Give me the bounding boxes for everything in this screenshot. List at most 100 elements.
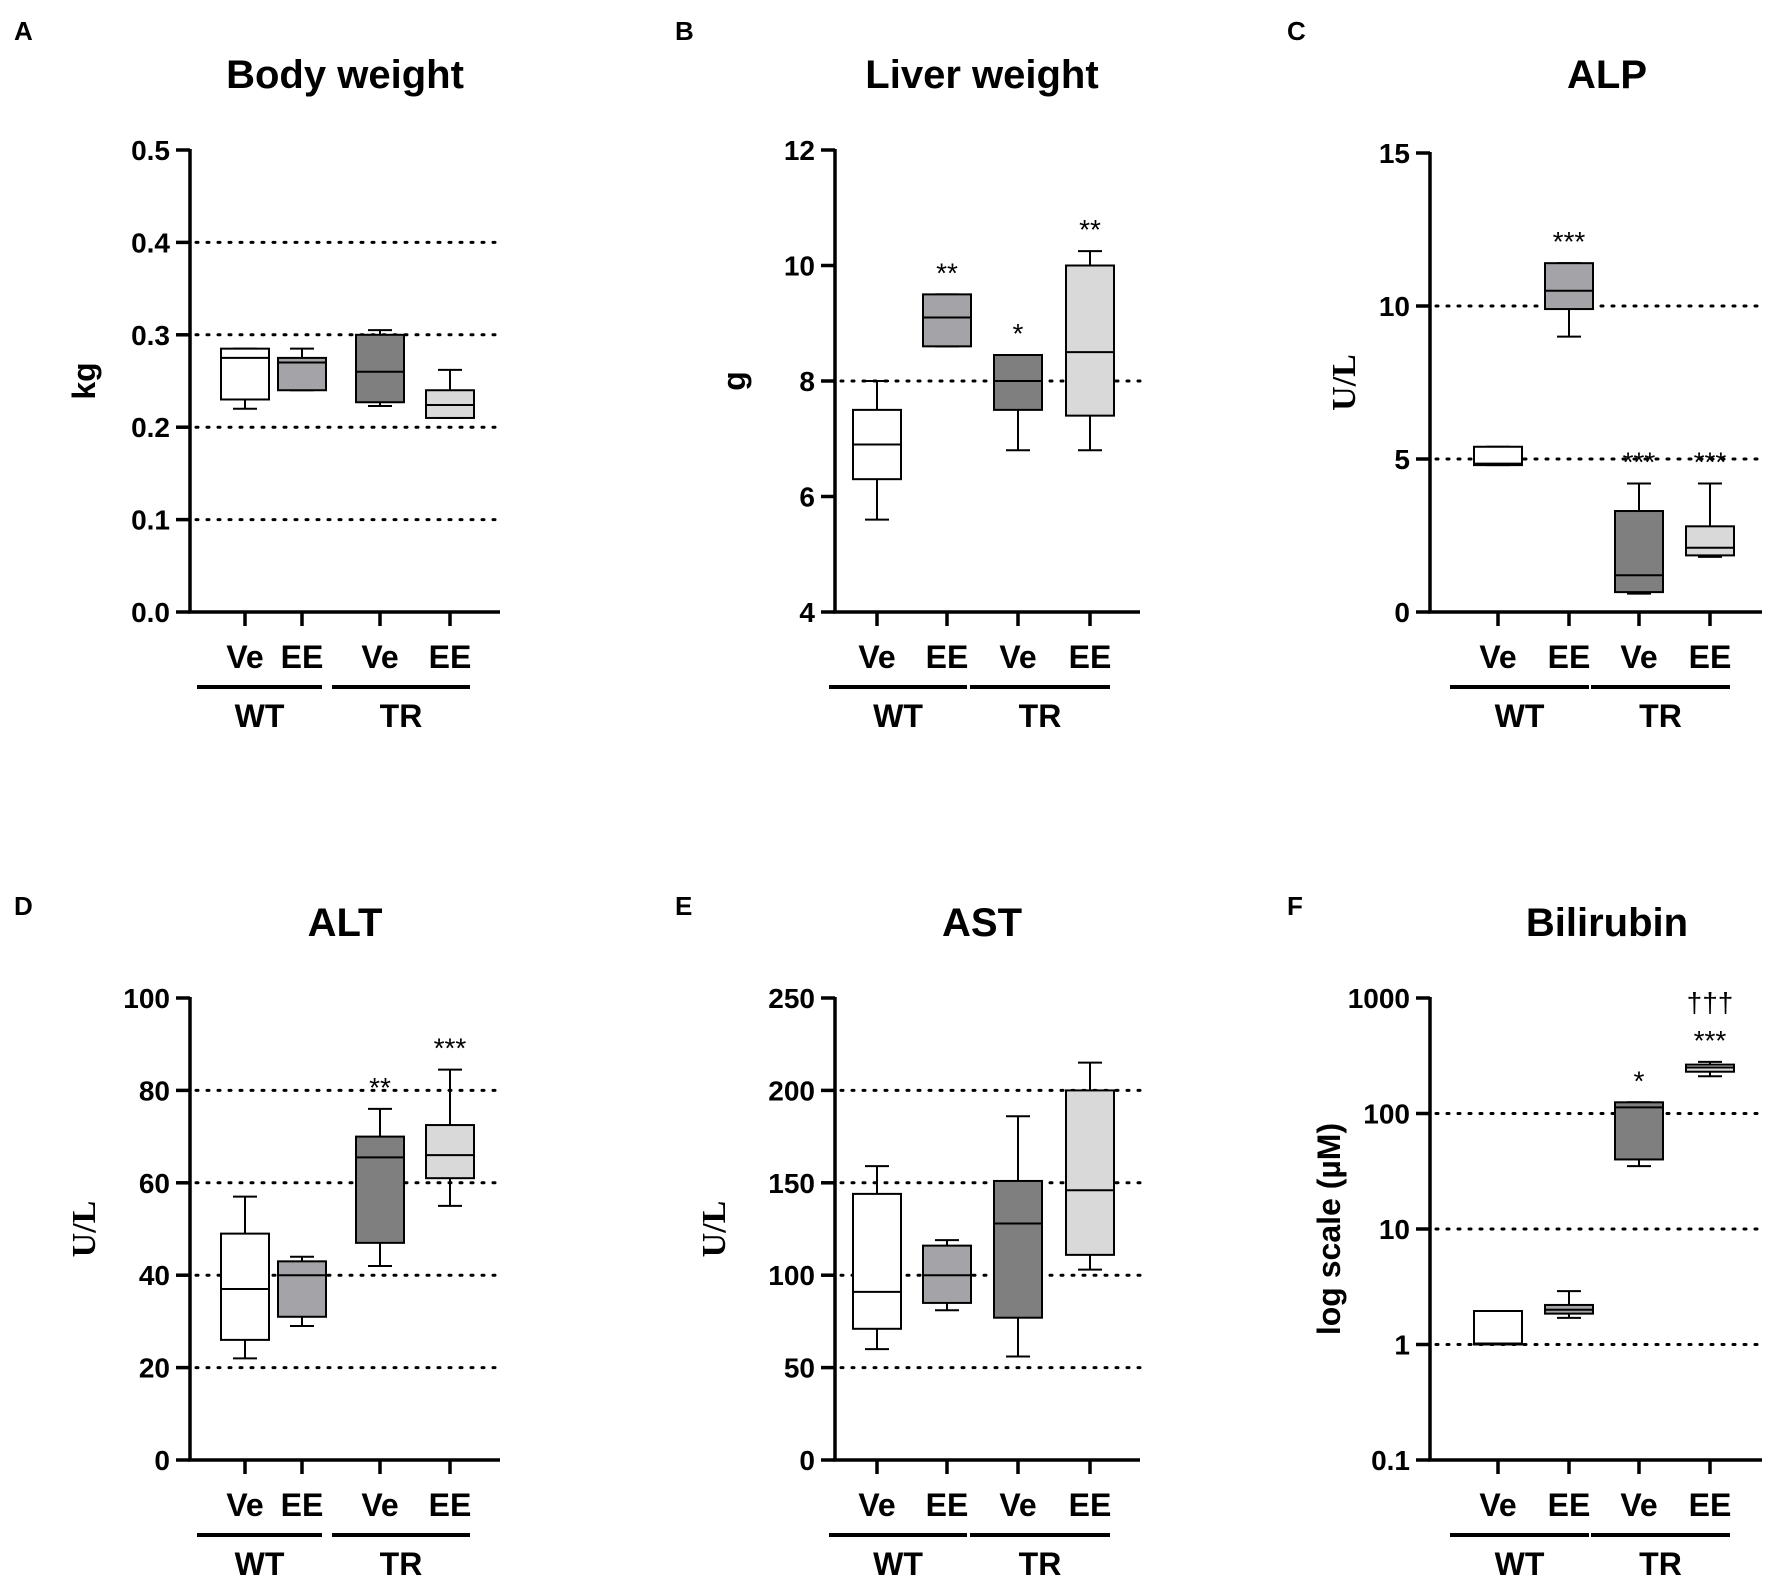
x-category-label: EE: [926, 1487, 969, 1523]
box-ee-tr: ***: [425, 1033, 475, 1207]
group-label: WT: [1495, 698, 1545, 734]
group-label: TR: [1019, 698, 1062, 734]
group-label: WT: [873, 1546, 923, 1582]
y-axis-label: g: [716, 371, 752, 391]
box-ve-tr: *: [1614, 1065, 1664, 1168]
x-category-label: EE: [1548, 639, 1591, 675]
box-ee-wt: [277, 347, 327, 392]
box-iqr: [1685, 525, 1735, 557]
y-tick-label: 40: [139, 1260, 170, 1291]
box-ve-tr: [355, 329, 405, 407]
y-tick-label: 0: [154, 1445, 170, 1476]
x-category-label: Ve: [1479, 639, 1516, 675]
y-tick-label: 50: [784, 1353, 815, 1384]
chart-title: ALT: [308, 901, 383, 945]
y-tick-label: 0: [1394, 597, 1410, 628]
x-category-label: EE: [281, 639, 324, 675]
chart-title: AST: [942, 901, 1022, 945]
x-category-label: Ve: [1620, 1487, 1657, 1523]
box-iqr: [425, 1124, 475, 1180]
x-category-label: EE: [281, 1487, 324, 1523]
box-ee-wt: **: [922, 257, 972, 348]
box-ve-wt: [1473, 445, 1523, 467]
box-iqr: [277, 1260, 327, 1318]
significance-label: **: [369, 1072, 391, 1103]
box-ve-tr: [993, 1115, 1043, 1358]
box-ve-wt: [852, 1165, 902, 1351]
box-ve-wt: [220, 1195, 270, 1360]
box-ve-tr: *: [993, 318, 1043, 452]
box-ve-wt: [220, 347, 270, 410]
group-label: TR: [380, 698, 423, 734]
x-category-label: Ve: [361, 639, 398, 675]
box-iqr: [1065, 1089, 1115, 1256]
box-iqr: [1614, 1101, 1664, 1161]
y-axis-label: U/L: [66, 1201, 103, 1258]
significance-label: ***: [1553, 226, 1586, 257]
y-tick-label: 80: [139, 1075, 170, 1106]
significance-label: ***: [434, 1033, 467, 1064]
y-tick-label: 0.0: [131, 597, 170, 628]
panel-letter: E: [675, 891, 692, 921]
significance-label: ***: [1694, 1025, 1727, 1056]
y-tick-label: 10: [1379, 291, 1410, 322]
group-label: TR: [1639, 698, 1682, 734]
y-tick-label: 10: [1379, 1214, 1410, 1245]
group-label: WT: [235, 1546, 285, 1582]
panel-a: A Body weight kg 0.0 0.1 0.2 0.3 0.4 0.5 Ve EE Ve EE…: [14, 16, 502, 734]
chart-title: ALP: [1567, 53, 1647, 97]
y-tick-label: 0.1: [131, 505, 170, 536]
y-tick-label: 100: [123, 983, 170, 1014]
significance-label: *: [1634, 1065, 1645, 1096]
group-label: TR: [380, 1546, 423, 1582]
y-tick-label: 4: [799, 597, 815, 628]
x-category-label: Ve: [999, 1487, 1036, 1523]
box-iqr: [1065, 264, 1115, 417]
x-category-label: EE: [1689, 639, 1732, 675]
box-ee-wt: ***: [1544, 226, 1594, 338]
box-iqr: [220, 1232, 270, 1341]
box-ee-tr: [425, 368, 475, 419]
y-tick-label: 250: [768, 983, 815, 1014]
panel-letter: C: [1287, 16, 1306, 46]
y-tick-label: 15: [1379, 138, 1410, 169]
box-iqr: [852, 1192, 902, 1330]
box-ve-wt: [1473, 1310, 1523, 1346]
y-tick-label: 1000: [1348, 983, 1410, 1014]
box-ve-tr: ***: [1614, 446, 1664, 595]
group-label: TR: [1639, 1546, 1682, 1582]
y-axis-label: log scale (µM): [1311, 1123, 1347, 1335]
x-category-label: EE: [1689, 1487, 1732, 1523]
y-tick-label: 0: [799, 1445, 815, 1476]
chart-title: Body weight: [226, 53, 464, 97]
significance-label: **: [936, 257, 958, 288]
y-tick-label: 8: [799, 366, 815, 397]
chart-title: Bilirubin: [1526, 901, 1688, 945]
x-category-label: EE: [926, 639, 969, 675]
y-axis-label: kg: [66, 362, 102, 399]
box-ee-tr: [1065, 1061, 1115, 1271]
y-tick-label: 12: [784, 135, 815, 166]
x-category-label: EE: [429, 1487, 472, 1523]
group-label: WT: [1495, 1546, 1545, 1582]
x-category-label: Ve: [226, 1487, 263, 1523]
x-category-label: EE: [1548, 1487, 1591, 1523]
y-tick-label: 6: [799, 482, 815, 513]
significance-label: *: [1013, 318, 1024, 349]
y-tick-label: 200: [768, 1075, 815, 1106]
box-iqr: [1473, 1310, 1523, 1346]
y-tick-label: 5: [1394, 444, 1410, 475]
y-tick-label: 100: [768, 1260, 815, 1291]
x-category-label: Ve: [226, 639, 263, 675]
box-iqr: [993, 1179, 1043, 1319]
x-category-label: Ve: [1479, 1487, 1516, 1523]
box-ee-tr: **: [1065, 214, 1115, 452]
significance-label: ***: [1623, 446, 1656, 477]
box-iqr: [355, 1135, 405, 1244]
box-iqr: [1473, 445, 1523, 467]
x-category-label: Ve: [999, 639, 1036, 675]
